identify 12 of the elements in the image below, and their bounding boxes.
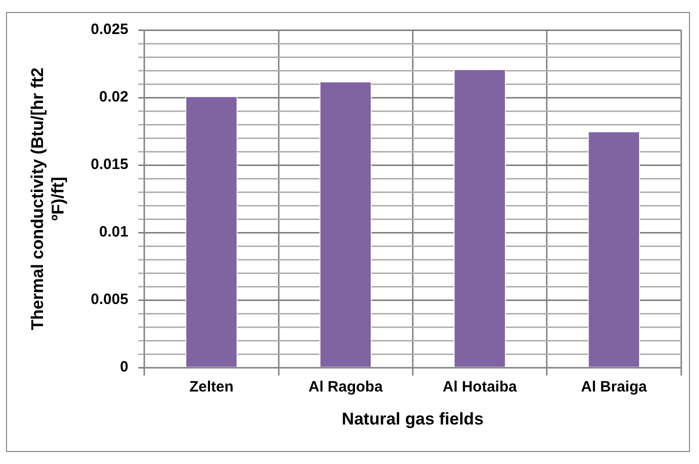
x-tick-label: Al Ragoba — [308, 378, 384, 396]
y-tick-label: 0.02 — [99, 88, 128, 106]
y-axis-title: Thermal conductivity (Btu/[hr ft2 ºF)/ft] — [28, 68, 68, 330]
y-tick-label: 0 — [120, 358, 128, 376]
y-tick-label: 0.015 — [90, 156, 128, 174]
y-tick-label: 0.01 — [99, 224, 128, 241]
x-axis-title: Natural gas fields — [342, 409, 484, 428]
x-tick-label: Zelten — [189, 378, 234, 396]
x-tick-label: Al Hotaiba — [442, 378, 518, 396]
y-tick-label: 0.025 — [90, 21, 128, 38]
y-tick-label: 0.005 — [90, 291, 128, 308]
x-tick-label: Al Braiga — [580, 378, 648, 396]
